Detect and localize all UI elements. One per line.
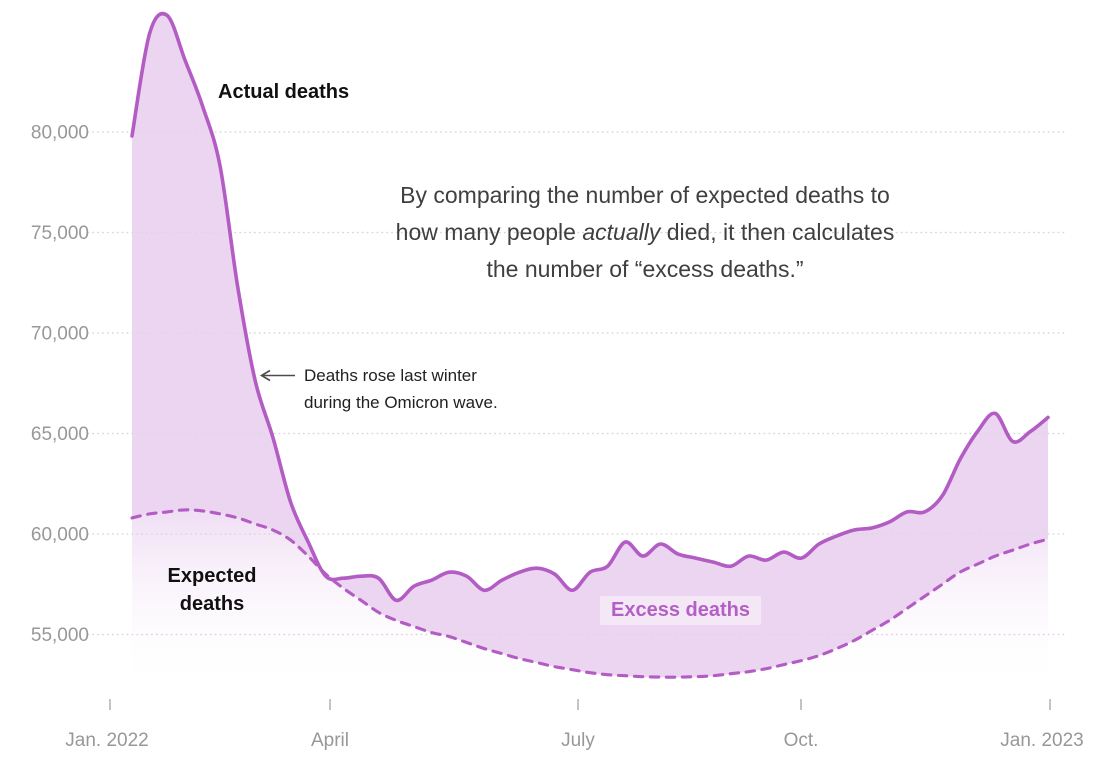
omicron-annotation-text: Deaths rose last winter during the Omicr…	[304, 362, 498, 416]
x-axis-label-oct-: Oct.	[784, 730, 819, 751]
y-axis-label-75000: 75,000	[31, 223, 89, 244]
actual-deaths-label: Actual deaths	[218, 81, 350, 103]
note-line2-post: died, it then calculates	[660, 219, 895, 245]
omicron-annotation: Deaths rose last winter during the Omicr…	[256, 362, 498, 416]
y-axis-label-80000: 80,000	[31, 123, 89, 144]
note-line2-italic: actually	[582, 219, 661, 245]
note-line1: By comparing the number of expected deat…	[400, 182, 890, 208]
annotation-line1: Deaths rose last winter	[304, 366, 477, 385]
note-line2-pre: how many people	[395, 219, 583, 245]
arrow-left-icon	[259, 369, 295, 382]
x-axis-label-july: July	[561, 730, 595, 751]
y-axis-label-70000: 70,000	[31, 324, 89, 345]
note-line3: the number of “excess deaths.”	[486, 256, 804, 282]
excess-deaths-label: Excess deaths	[600, 596, 761, 625]
expected-deaths-line	[130, 508, 1050, 679]
y-axis-label-65000: 65,000	[31, 424, 89, 445]
annotation-line2: during the Omicron wave.	[304, 393, 498, 412]
x-axis-label-jan-2023: Jan. 2023	[1000, 730, 1083, 751]
expected-area	[132, 509, 1048, 692]
y-axis-label-60000: 60,000	[31, 525, 89, 546]
y-axis-label-55000: 55,000	[31, 625, 89, 646]
explainer-note: By comparing the number of expected deat…	[315, 177, 975, 288]
x-axis-label-jan-2022: Jan. 2022	[65, 730, 148, 751]
actual-deaths-line	[130, 11, 1050, 603]
x-axis-label-april: April	[311, 730, 349, 751]
expected-deaths-label: Expected deaths	[167, 565, 257, 615]
